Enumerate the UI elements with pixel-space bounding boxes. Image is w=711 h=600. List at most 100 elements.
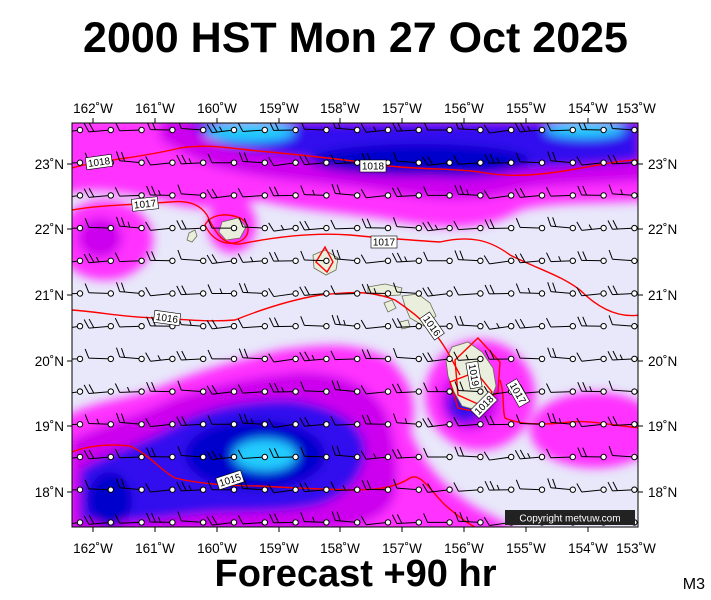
wind-barb — [454, 381, 484, 395]
wind-barb — [391, 448, 422, 461]
map-frame — [71, 122, 639, 528]
isobar-label-text: 1016 — [155, 312, 179, 326]
wind-barb — [237, 515, 268, 526]
wind-barb — [299, 416, 330, 428]
wind-barb — [576, 417, 607, 428]
wind-barb — [177, 315, 207, 330]
wind-barb — [84, 283, 115, 297]
lanai-island — [383, 299, 397, 313]
wind-barb — [114, 317, 145, 330]
isobar-label-text: 1018 — [362, 162, 385, 173]
wind-barb — [454, 315, 484, 330]
wind-barb — [177, 249, 207, 264]
wind-barb — [207, 218, 238, 232]
wind-barb — [607, 219, 638, 232]
lon-label: 156˚W — [444, 101, 484, 116]
wind-barb — [238, 282, 268, 297]
lon-label: 155˚W — [506, 101, 546, 116]
wind-barb — [483, 189, 515, 199]
lat-label: 20˚N — [35, 354, 64, 369]
wind-barb — [514, 188, 546, 199]
wind-barb — [145, 287, 176, 297]
wind-barb — [391, 318, 422, 330]
isobar-1017-kauai-loop — [204, 214, 249, 244]
isobar-1019-loop — [454, 336, 501, 406]
wind-barb — [145, 417, 176, 428]
wind-barb — [391, 252, 422, 264]
lat-label: 21˚N — [35, 288, 64, 303]
wind-barb — [514, 449, 546, 461]
wind-barb — [515, 218, 546, 232]
wind-barb — [515, 414, 546, 428]
wind-barb — [577, 251, 607, 264]
wind-barb — [360, 254, 392, 264]
wind-barb — [237, 318, 268, 330]
wind-barb — [546, 187, 576, 199]
wind-barb — [422, 352, 453, 363]
wind-barb — [146, 185, 176, 199]
wind-barb — [330, 285, 361, 297]
lon-label: 162˚W — [73, 101, 113, 116]
wind-barb — [300, 250, 330, 264]
wind-barb — [72, 453, 84, 461]
wind-barb — [237, 188, 268, 199]
lon-label: 154˚W — [568, 101, 608, 116]
copyright-text: Copyright metvuw.com — [519, 514, 620, 525]
wind-barb — [423, 123, 453, 134]
wind-barb — [391, 123, 422, 134]
wind-barb — [145, 352, 176, 363]
wind-barb — [146, 123, 176, 134]
wind-barb — [607, 285, 638, 297]
wind-barb — [360, 450, 392, 461]
wind-barb — [330, 350, 361, 363]
wind-barb — [176, 154, 207, 166]
wind-barb — [300, 512, 330, 526]
wind-barb — [145, 156, 176, 166]
wind-barb — [84, 414, 115, 428]
wind-barb — [514, 123, 546, 134]
forecast-hour-label: Forecast +90 hr — [214, 553, 497, 595]
wind-barb — [299, 220, 330, 232]
wind-barb — [114, 448, 145, 461]
wind-barb — [391, 514, 422, 526]
wind-barb — [116, 282, 145, 297]
wind-barb — [515, 152, 546, 166]
wind-barb — [237, 449, 268, 461]
wind-barb — [515, 348, 546, 363]
wind-barb — [206, 254, 238, 264]
lat-label: 19˚N — [35, 419, 64, 434]
wind-barb — [331, 184, 361, 199]
wind-barb — [423, 447, 453, 461]
wind-barb — [483, 320, 515, 330]
map-title: 2000 HST Mon 27 Oct 2025 — [83, 14, 628, 62]
wind-barb — [145, 483, 176, 493]
wind-barb — [83, 318, 115, 330]
wind-barb — [299, 155, 330, 166]
wind-barb — [484, 219, 515, 232]
wind-barb — [146, 251, 176, 264]
precip-south-deep — [88, 472, 132, 527]
wind-barb — [84, 479, 115, 493]
isobar-label: 1019 — [465, 360, 483, 390]
wind-barb — [72, 159, 84, 166]
copyright-box: Copyright metvuw.com — [505, 510, 635, 525]
lon-label: 159˚W — [259, 101, 299, 116]
wind-barb — [576, 352, 607, 363]
wind-barb — [393, 478, 422, 493]
wind-barb — [576, 483, 607, 493]
wind-barb — [360, 385, 392, 395]
wind-barb — [206, 319, 238, 330]
lon-label: 159˚W — [259, 541, 299, 556]
wind-barb — [391, 383, 422, 395]
wind-barb — [453, 220, 484, 232]
wind-barb — [514, 253, 546, 264]
wind-barb — [177, 511, 207, 526]
wind-barb — [268, 251, 299, 264]
isobar-label: 1018 — [359, 159, 387, 173]
wind-barb — [453, 155, 484, 166]
wind-barb — [299, 351, 330, 363]
wind-barb — [546, 252, 576, 264]
wind-barb — [577, 123, 607, 134]
wind-barb — [207, 284, 238, 297]
wind-barb — [454, 184, 484, 199]
